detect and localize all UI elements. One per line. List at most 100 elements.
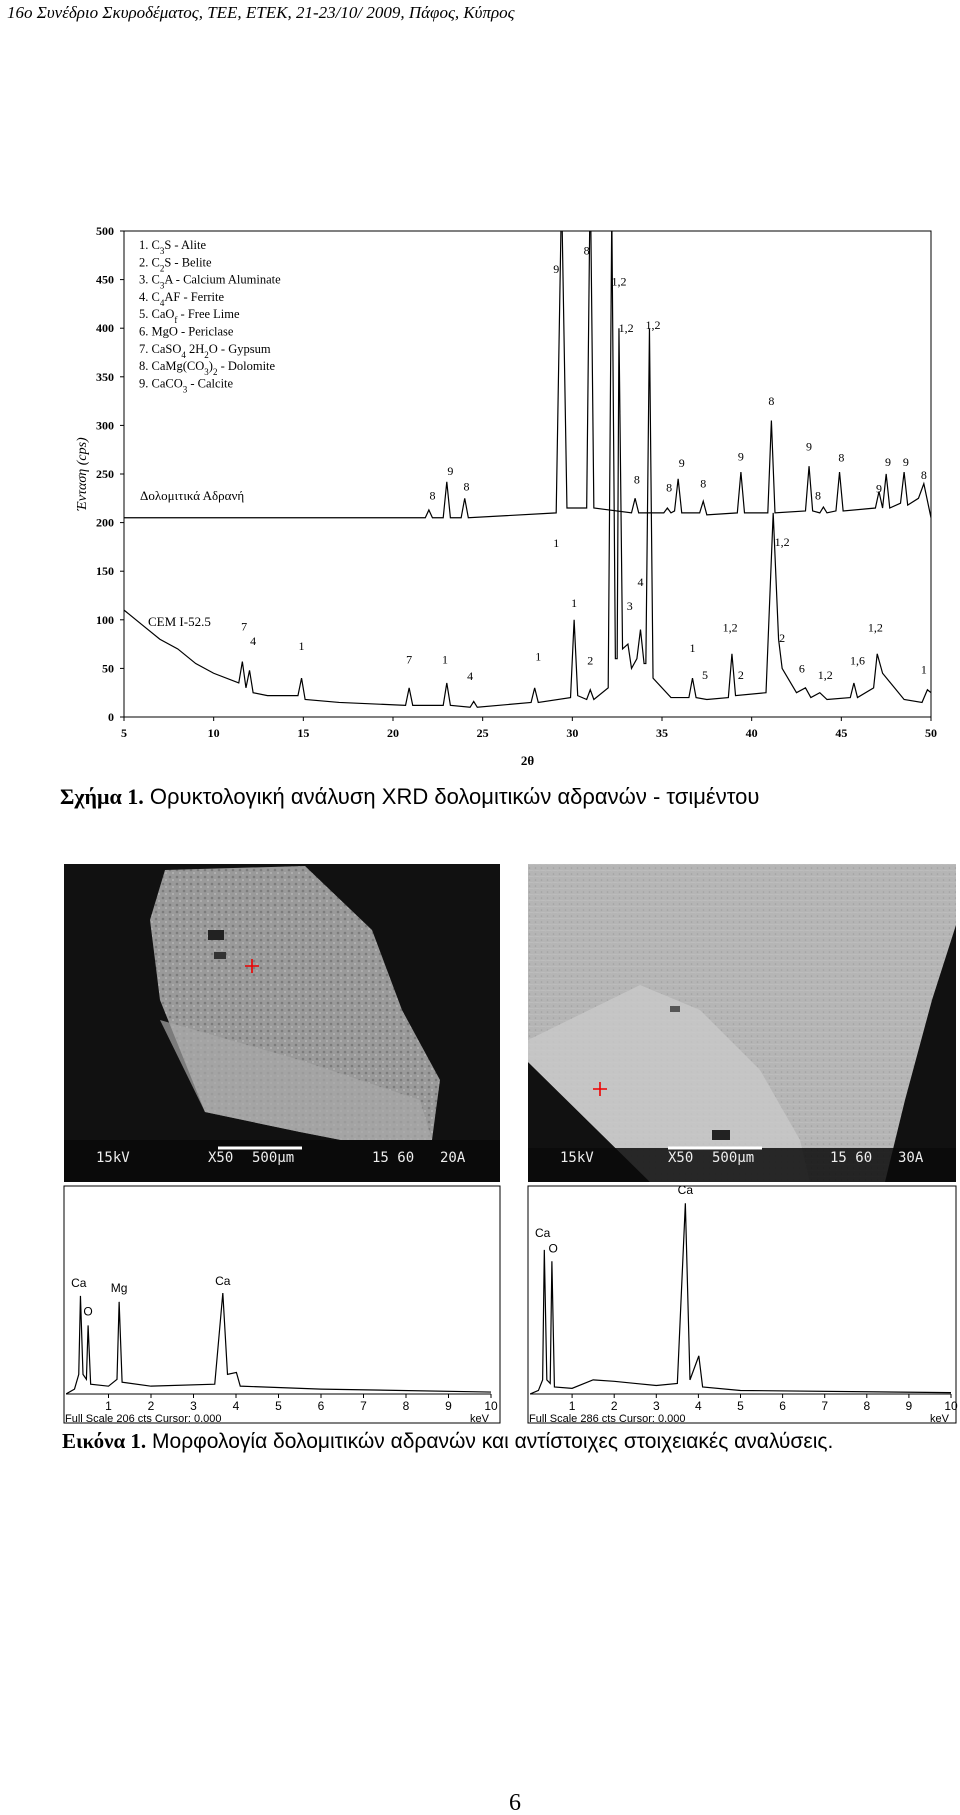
x-tick-label: 50 (925, 726, 937, 740)
key-subscript: 2 (204, 350, 209, 360)
peak-label: 1 (921, 662, 927, 676)
peak-label: O (548, 1242, 557, 1256)
sem-image: 15kV X50 500µm 15 60 20A (64, 864, 500, 1182)
x-tick-label: 1 (569, 1399, 576, 1413)
x-tick-label: 4 (695, 1399, 702, 1413)
key-entry: 3. C3A - Calcium Aluminate (139, 273, 281, 291)
x-tick-label: 10 (484, 1399, 498, 1413)
peak-label: 4 (637, 575, 643, 589)
x-tick-label: 5 (275, 1399, 282, 1413)
key-subscript: 3 (204, 367, 209, 377)
peak-label: 9 (447, 464, 453, 478)
key-text: 5. CaO (139, 307, 174, 321)
peak-label: 1,2 (611, 274, 626, 288)
sem-image: 15kV X50 500µm 15 60 30A (528, 864, 956, 1182)
spectrum-line (530, 1203, 951, 1394)
x-tick-label: 40 (746, 726, 758, 740)
page-number: 6 (509, 1790, 521, 1815)
key-text: AF - Ferrite (164, 290, 224, 304)
key-entry: 1. C3S - Alite (139, 238, 206, 256)
y-tick-label: 50 (102, 661, 114, 675)
y-tick-label: 300 (96, 418, 114, 432)
y-tick-label: 0 (108, 710, 114, 724)
key-entry: 9. CaCO3 - Calcite (139, 376, 234, 394)
peak-label: 7 (406, 653, 412, 667)
key-text: ) (209, 359, 213, 373)
spectrum-frame (527, 1185, 957, 1424)
sem-scale: 500µm (712, 1150, 754, 1166)
key-text: 7. CaSO (139, 342, 181, 356)
peak-label: 8 (921, 468, 927, 482)
spectrum-line (66, 1292, 491, 1394)
peak-label: 4 (250, 634, 256, 648)
x-tick-label: 3 (190, 1399, 197, 1413)
y-tick-label: 100 (96, 613, 114, 627)
x-tick-label: 10 (208, 726, 220, 740)
series-label: Δολομιτικά Αδρανή (140, 488, 244, 503)
key-text: A - Calcium Aluminate (164, 273, 281, 287)
figure-caption: Σχήμα 1. Ορυκτολογική ανάλυση XRD δολομι… (60, 784, 759, 809)
x-tick-label: 15 (297, 726, 309, 740)
key-subscript: 3 (160, 246, 165, 256)
sem-voltage: 15kV (560, 1150, 594, 1166)
key-text: O - Gypsum (209, 342, 271, 356)
peak-label: 9 (679, 456, 685, 470)
peak-label: 1,6 (850, 654, 865, 668)
key-subscript: 3 (160, 281, 165, 291)
key-text: - Calcite (187, 376, 233, 390)
peak-label: 1,2 (818, 668, 833, 682)
x-tick-label: 5 (121, 726, 127, 740)
running-header: 16ο Συνέδριο Σκυροδέματος, ΤΕΕ, ΕΤΕΚ, 21… (7, 3, 515, 22)
key-entry: 2. C2S - Belite (139, 255, 212, 273)
x-tick-label: 25 (477, 726, 489, 740)
sem-session: 20A (440, 1150, 466, 1166)
caption-text: Μορφολογία δολομιτικών αδρανών και αντίσ… (146, 1430, 833, 1453)
key-subscript: 4 (181, 350, 186, 360)
peak-label: 8 (429, 488, 435, 502)
key-subscript: 2 (213, 367, 218, 377)
peak-label: Ca (535, 1226, 551, 1240)
sem-code: 15 60 (372, 1150, 414, 1166)
peak-label: 8 (634, 473, 640, 487)
peak-label: 1,2 (646, 318, 661, 332)
spectrum-frame (63, 1185, 501, 1424)
figure-caption: Εικόνα 1. Μορφολογία δολομιτικών αδρανών… (62, 1429, 833, 1453)
x-tick-label: 45 (835, 726, 847, 740)
key-text: - Dolomite (217, 359, 275, 373)
caption-text: Ορυκτολογική ανάλυση XRD δολομιτικών αδρ… (144, 784, 760, 809)
key-entry: 5. CaOf - Free Lime (139, 307, 240, 325)
key-text: 1. C (139, 238, 160, 252)
key-subscript: f (174, 315, 177, 325)
key-text: 2H (186, 342, 204, 356)
y-axis-label: Ένταση (cps) (75, 437, 90, 512)
y-tick-label: 350 (96, 370, 114, 384)
x-tick-label: 9 (906, 1399, 913, 1413)
x-tick-label: 7 (821, 1399, 828, 1413)
peak-label: 9 (903, 455, 909, 469)
y-tick-label: 400 (96, 321, 114, 335)
key-subscript: 2 (160, 263, 165, 273)
spectrum-line (124, 231, 931, 519)
peak-label: 7 (241, 619, 247, 633)
key-text: S - Alite (164, 238, 206, 252)
caption-label: Εικόνα 1. (62, 1429, 146, 1453)
x-tick-label: 2 (148, 1399, 155, 1413)
caption-label: Σχήμα 1. (60, 784, 144, 809)
peak-label: O (83, 1305, 92, 1319)
peak-label: 5 (702, 668, 708, 682)
peak-label: 1 (571, 596, 577, 610)
peak-label: 2 (738, 668, 744, 682)
peak-label: 3 (627, 599, 633, 613)
spectrum-footer: Full Scale 286 cts Cursor: 0.000 (529, 1413, 686, 1425)
peak-label: 9 (553, 262, 559, 276)
peak-label: Ca (215, 1274, 231, 1288)
peak-label: 1 (535, 650, 541, 664)
sem-magnification: X50 (668, 1150, 693, 1166)
key-subscript: 4 (160, 298, 165, 308)
sem-code: 15 60 (830, 1150, 872, 1166)
key-text: 4. C (139, 290, 160, 304)
y-tick-label: 200 (96, 516, 114, 530)
x-tick-label: 3 (653, 1399, 660, 1413)
